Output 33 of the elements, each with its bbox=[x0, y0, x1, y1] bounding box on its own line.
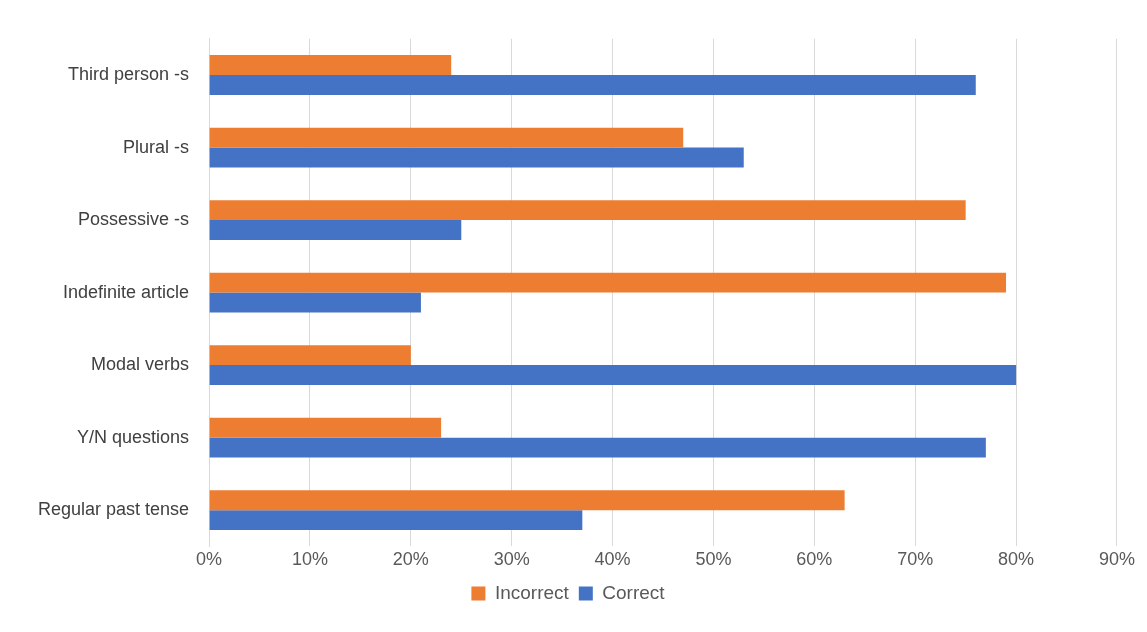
bar bbox=[209, 200, 966, 221]
legend-label: Incorrect bbox=[494, 581, 570, 603]
x-tick-label: 40% bbox=[594, 549, 631, 570]
y-tick-label: Indefinite article bbox=[63, 281, 190, 302]
bar bbox=[209, 417, 442, 438]
y-tick-label: Y/N questions bbox=[77, 426, 190, 447]
x-tick-label: 10% bbox=[291, 549, 328, 570]
bar bbox=[209, 345, 411, 366]
y-tick-label: Plural -s bbox=[123, 136, 190, 157]
x-tick-label: 80% bbox=[998, 549, 1035, 570]
bar bbox=[209, 365, 1017, 386]
x-tick-label: 70% bbox=[897, 549, 934, 570]
bar bbox=[209, 490, 845, 511]
x-tick-label: 90% bbox=[1098, 549, 1135, 570]
bar bbox=[209, 292, 421, 313]
bar bbox=[209, 75, 976, 95]
bar bbox=[209, 272, 1007, 293]
x-tick-label: 0% bbox=[196, 549, 223, 570]
y-tick-label: Regular past tense bbox=[38, 499, 190, 520]
y-tick-label: Third person -s bbox=[68, 64, 190, 85]
bar bbox=[209, 220, 462, 241]
bar bbox=[209, 510, 583, 531]
legend-label: Correct bbox=[602, 581, 666, 603]
x-tick-label: 60% bbox=[796, 549, 833, 570]
x-tick-label: 20% bbox=[392, 549, 429, 570]
bar bbox=[209, 437, 986, 458]
x-tick-label: 30% bbox=[493, 549, 530, 570]
bar bbox=[209, 147, 744, 168]
y-tick-label: Modal verbs bbox=[91, 354, 190, 375]
bar bbox=[209, 127, 684, 148]
y-tick-label: Possessive -s bbox=[78, 209, 190, 230]
bar bbox=[209, 55, 452, 76]
x-tick-label: 50% bbox=[695, 549, 732, 570]
